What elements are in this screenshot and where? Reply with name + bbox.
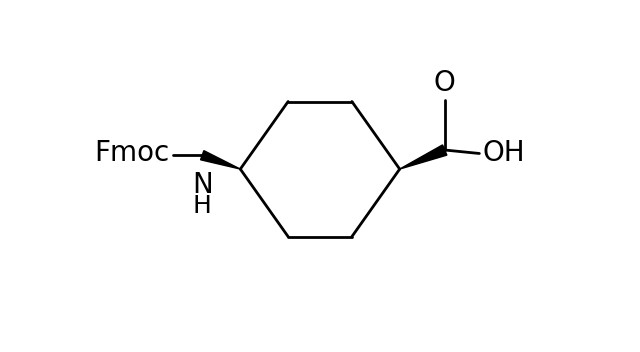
Text: OH: OH: [482, 139, 525, 168]
Polygon shape: [200, 151, 240, 169]
Text: H: H: [193, 194, 212, 218]
Polygon shape: [400, 145, 447, 169]
Text: O: O: [434, 69, 456, 97]
Text: N: N: [192, 171, 212, 199]
Text: Fmoc: Fmoc: [95, 139, 170, 168]
